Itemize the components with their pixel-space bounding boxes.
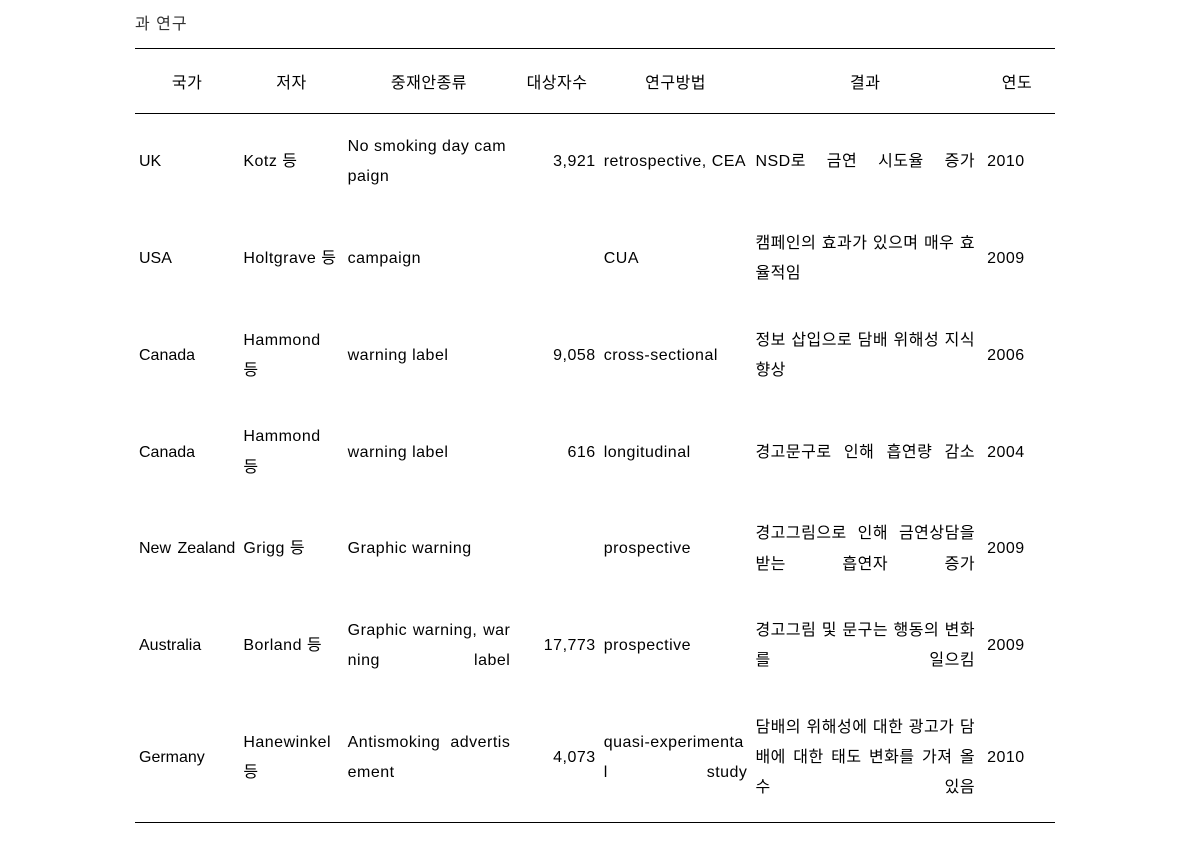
cell-country: New Zealand [135,501,239,598]
cell-country: Germany [135,695,239,823]
cell-n [514,501,599,598]
cell-author: Holtgrave 등 [239,211,343,308]
cell-intervention: campaign [344,211,515,308]
cell-year: 2010 [979,695,1055,823]
cell-year: 2009 [979,211,1055,308]
col-header-author: 저자 [239,49,343,114]
table-row: Canada Hammond 등 warning label 9,058 cro… [135,308,1055,405]
cell-author: Kotz 등 [239,114,343,211]
col-header-intervention: 중재안종류 [344,49,515,114]
table-row: USA Holtgrave 등 campaign CUA 캠페인의 효과가 있으… [135,211,1055,308]
cell-method: cross-sectional [600,308,752,405]
cell-intervention: Antismoking advertisement [344,695,515,823]
cell-intervention: warning label [344,308,515,405]
cell-result: 캠페인의 효과가 있으며 매우 효율적임 [751,211,979,308]
page-title-fragment: 과 연구 [135,10,1055,34]
studies-table: 국가 저자 중재안종류 대상자수 연구방법 결과 연도 UK Kotz 등 No… [135,48,1055,823]
cell-intervention: warning label [344,404,515,501]
cell-intervention: Graphic warning, warning label [344,598,515,695]
cell-author: Hammond 등 [239,308,343,405]
cell-year: 2009 [979,598,1055,695]
cell-n: 3,921 [514,114,599,211]
cell-result: 정보 삽입으로 담배 위해성 지식 향상 [751,308,979,405]
cell-year: 2010 [979,114,1055,211]
cell-country: Canada [135,404,239,501]
cell-result: 담배의 위해성에 대한 광고가 담배에 대한 태도 변화를 가져 올수 있음 [751,695,979,823]
table-body: UK Kotz 등 No smoking day campaign 3,921 … [135,114,1055,823]
cell-n: 9,058 [514,308,599,405]
col-header-n: 대상자수 [514,49,599,114]
cell-author: Hammond 등 [239,404,343,501]
cell-n: 17,773 [514,598,599,695]
cell-result: 경고그림으로 인해 금연상담을 받는 흡연자 증가 [751,501,979,598]
table-row: Australia Borland 등 Graphic warning, war… [135,598,1055,695]
table-header-row: 국가 저자 중재안종류 대상자수 연구방법 결과 연도 [135,49,1055,114]
cell-method: retrospective, CEA [600,114,752,211]
cell-result: 경고그림 및 문구는 행동의 변화를 일으킴 [751,598,979,695]
cell-result: 경고문구로 인해 흡연량 감소 [751,404,979,501]
cell-result: NSD로 금연 시도율 증가 [751,114,979,211]
cell-method: prospective [600,501,752,598]
cell-author: Grigg 등 [239,501,343,598]
cell-author: Borland 등 [239,598,343,695]
page-container: 과 연구 국가 저자 중재안종류 대상자수 연구방법 결과 연도 [0,0,1190,843]
cell-country: USA [135,211,239,308]
col-header-country: 국가 [135,49,239,114]
cell-n: 616 [514,404,599,501]
table-row: Germany Hanewinkel 등 Antismoking adverti… [135,695,1055,823]
cell-intervention: No smoking day campaign [344,114,515,211]
cell-n: 4,073 [514,695,599,823]
col-header-year: 연도 [979,49,1055,114]
cell-year: 2006 [979,308,1055,405]
col-header-method: 연구방법 [600,49,752,114]
cell-author: Hanewinkel 등 [239,695,343,823]
cell-n [514,211,599,308]
cell-intervention: Graphic warning [344,501,515,598]
cell-year: 2004 [979,404,1055,501]
cell-country: UK [135,114,239,211]
table-row: Canada Hammond 등 warning label 616 longi… [135,404,1055,501]
cell-method: quasi-experimental study [600,695,752,823]
cell-method: prospective [600,598,752,695]
cell-country: Australia [135,598,239,695]
col-header-result: 결과 [751,49,979,114]
table-row: UK Kotz 등 No smoking day campaign 3,921 … [135,114,1055,211]
cell-method: CUA [600,211,752,308]
cell-country: Canada [135,308,239,405]
table-row: New Zealand Grigg 등 Graphic warning pros… [135,501,1055,598]
cell-method: longitudinal [600,404,752,501]
cell-year: 2009 [979,501,1055,598]
